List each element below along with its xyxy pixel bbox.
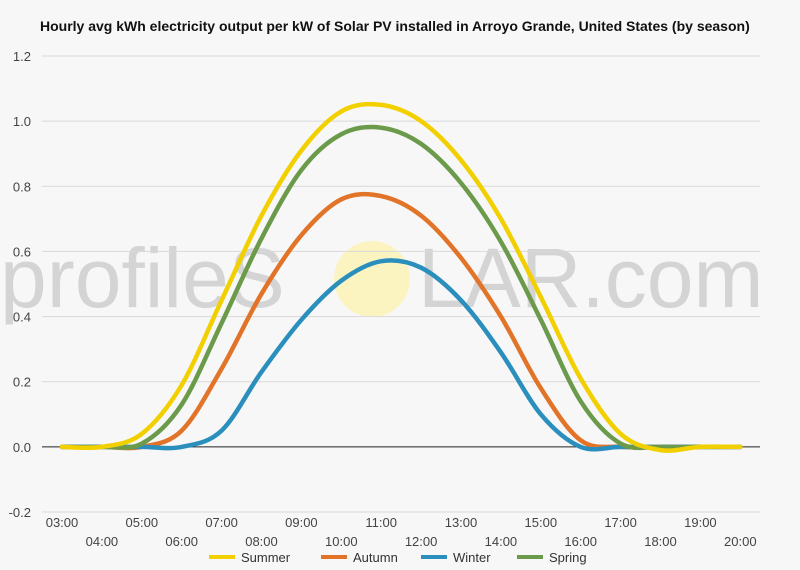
- x-tick-label: 05:00: [126, 515, 159, 530]
- y-tick-label: 1.2: [13, 49, 31, 64]
- x-tick-label: 15:00: [525, 515, 558, 530]
- legend-label: Winter: [453, 550, 491, 565]
- x-tick-label: 09:00: [285, 515, 318, 530]
- watermark: profileS LAR.com: [0, 231, 763, 325]
- y-tick-label: 0.8: [13, 179, 31, 194]
- x-tick-label: 04:00: [86, 534, 119, 549]
- x-tick-label: 06:00: [165, 534, 198, 549]
- x-tick-label: 03:00: [46, 515, 79, 530]
- x-tick-label: 16:00: [564, 534, 597, 549]
- legend: Summer Autumn Winter Spring: [209, 550, 587, 565]
- legend-label: Autumn: [353, 550, 398, 565]
- legend-label: Spring: [549, 550, 587, 565]
- series-line-summer: [59, 101, 743, 453]
- x-tick-label: 11:00: [365, 515, 397, 530]
- x-tick-label: 13:00: [445, 515, 478, 530]
- x-axis: 03:00 04:00 05:00 06:00 07:00 08:00 09:00 10:00…: [46, 515, 757, 549]
- legend-label: Summer: [241, 550, 291, 565]
- gridlines: [42, 55, 760, 513]
- y-tick-label: 0.0: [13, 440, 31, 455]
- watermark-text-left: profileS: [0, 231, 285, 325]
- x-tick-label: 07:00: [205, 515, 238, 530]
- x-tick-label: 18:00: [644, 534, 677, 549]
- chart-title: Hourly avg kWh electricity output per kW…: [40, 18, 750, 34]
- x-tick-label: 08:00: [245, 534, 278, 549]
- x-tick-label: 14:00: [485, 534, 518, 549]
- y-tick-label: 0.2: [13, 375, 31, 390]
- series-line-spring: [59, 124, 743, 451]
- y-axis: -0.2 0.0 0.2 0.4 0.6 0.8 1.0 1.2: [9, 49, 31, 520]
- y-tick-label: -0.2: [9, 505, 31, 520]
- y-tick-label: 0.6: [13, 244, 31, 259]
- x-tick-label: 10:00: [325, 534, 358, 549]
- y-tick-label: 1.0: [13, 114, 31, 129]
- y-tick-label: 0.4: [13, 310, 31, 325]
- x-tick-label: 20:00: [724, 534, 757, 549]
- x-tick-label: 19:00: [684, 515, 717, 530]
- series-line-winter: [59, 258, 743, 452]
- x-tick-label: 17:00: [604, 515, 637, 530]
- series-lines: [59, 101, 743, 453]
- x-tick-label: 12:00: [405, 534, 438, 549]
